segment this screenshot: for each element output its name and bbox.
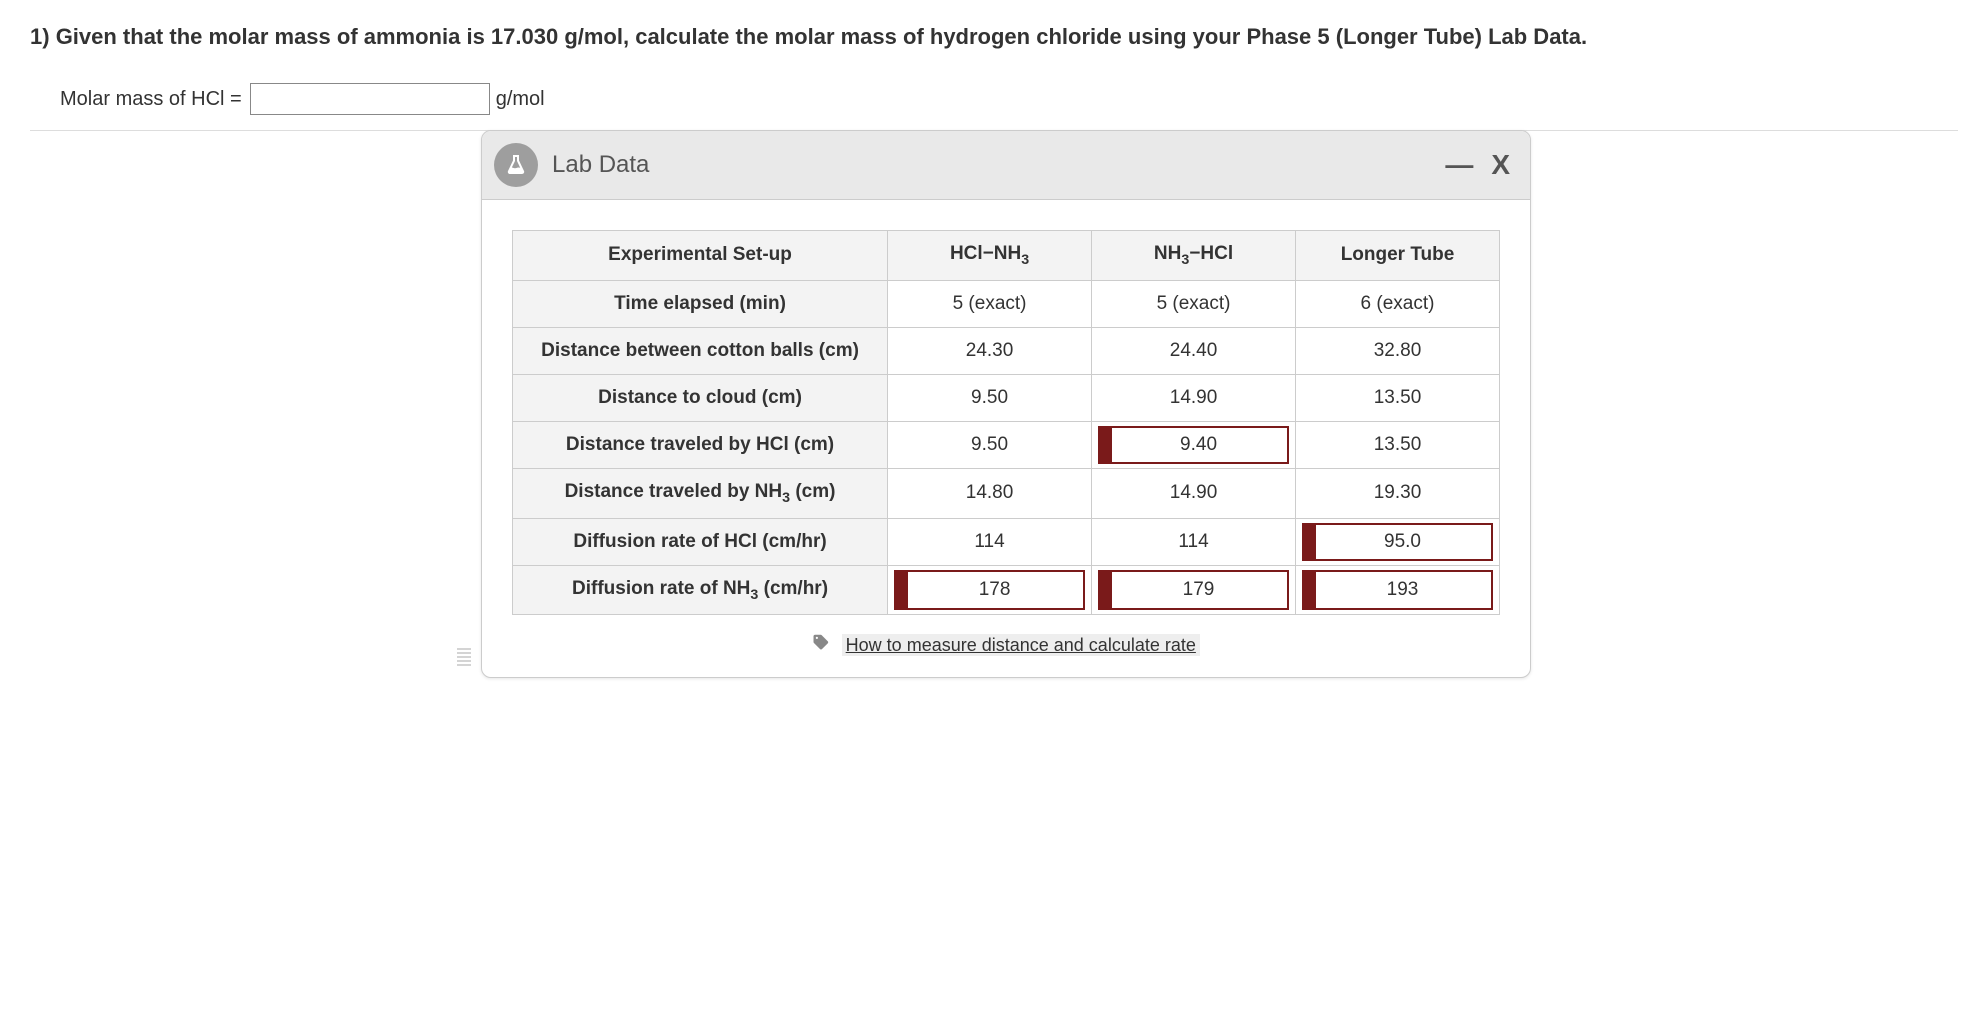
col-header: NH3−HCl xyxy=(1092,231,1296,281)
question-text: 1) Given that the molar mass of ammonia … xyxy=(30,20,1958,53)
lab-data-panel: Lab Data — X Experimental Set-upHCl−NH3N… xyxy=(481,130,1531,678)
molar-mass-input[interactable] xyxy=(250,83,490,115)
row-label: Distance between cotton balls (cm) xyxy=(513,327,888,374)
minimize-button[interactable]: — xyxy=(1445,151,1473,179)
table-cell: 114 xyxy=(888,518,1092,565)
table-cell: 24.30 xyxy=(888,327,1092,374)
row-label: Diffusion rate of NH3 (cm/hr) xyxy=(513,565,888,615)
panel-body: Experimental Set-upHCl−NH3NH3−HClLonger … xyxy=(482,200,1530,677)
table-cell: 5 (exact) xyxy=(1092,280,1296,327)
row-label: Time elapsed (min) xyxy=(513,280,888,327)
table-row: Time elapsed (min)5 (exact)5 (exact)6 (e… xyxy=(513,280,1500,327)
table-header-row: Experimental Set-upHCl−NH3NH3−HClLonger … xyxy=(513,231,1500,281)
table-row: Diffusion rate of HCl (cm/hr)11411495.0 xyxy=(513,518,1500,565)
table-cell: 14.90 xyxy=(1092,374,1296,421)
table-cell[interactable]: 178 xyxy=(888,565,1092,615)
table-cell: 32.80 xyxy=(1296,327,1500,374)
panel-title: Lab Data xyxy=(552,151,1445,179)
table-cell: 6 (exact) xyxy=(1296,280,1500,327)
close-button[interactable]: X xyxy=(1491,151,1510,179)
table-cell: 13.50 xyxy=(1296,374,1500,421)
lab-data-table: Experimental Set-upHCl−NH3NH3−HClLonger … xyxy=(512,230,1500,615)
flask-icon xyxy=(494,143,538,187)
col-header: Longer Tube xyxy=(1296,231,1500,281)
question-body: Given that the molar mass of ammonia is … xyxy=(56,24,1587,49)
table-cell[interactable]: 193 xyxy=(1296,565,1500,615)
col-header: HCl−NH3 xyxy=(888,231,1092,281)
table-row: Distance between cotton balls (cm)24.302… xyxy=(513,327,1500,374)
table-cell[interactable]: 95.0 xyxy=(1296,518,1500,565)
table-cell[interactable]: 9.40 xyxy=(1092,421,1296,468)
table-cell: 14.80 xyxy=(888,468,1092,518)
row-label: Distance traveled by HCl (cm) xyxy=(513,421,888,468)
tag-icon xyxy=(812,633,830,657)
table-row: Distance traveled by NH3 (cm)14.8014.901… xyxy=(513,468,1500,518)
table-row: Diffusion rate of NH3 (cm/hr)178179193 xyxy=(513,565,1500,615)
answer-row: Molar mass of HCl = g/mol xyxy=(60,83,1958,115)
table-cell: 5 (exact) xyxy=(888,280,1092,327)
table-cell: 14.90 xyxy=(1092,468,1296,518)
row-label: Diffusion rate of HCl (cm/hr) xyxy=(513,518,888,565)
table-row: Distance to cloud (cm)9.5014.9013.50 xyxy=(513,374,1500,421)
question-number: 1) xyxy=(30,24,56,49)
table-cell: 114 xyxy=(1092,518,1296,565)
answer-unit: g/mol xyxy=(496,88,545,111)
table-cell: 13.50 xyxy=(1296,421,1500,468)
table-cell[interactable]: 179 xyxy=(1092,565,1296,615)
answer-label: Molar mass of HCl = xyxy=(60,88,242,111)
col-header-setup: Experimental Set-up xyxy=(513,231,888,281)
table-cell: 24.40 xyxy=(1092,327,1296,374)
panel-header: Lab Data — X xyxy=(482,131,1530,200)
table-cell: 9.50 xyxy=(888,374,1092,421)
row-label: Distance to cloud (cm) xyxy=(513,374,888,421)
row-label: Distance traveled by NH3 (cm) xyxy=(513,468,888,518)
measure-help-link[interactable]: How to measure distance and calculate ra… xyxy=(842,634,1200,656)
table-row: Distance traveled by HCl (cm)9.509.4013.… xyxy=(513,421,1500,468)
table-cell: 19.30 xyxy=(1296,468,1500,518)
table-cell: 9.50 xyxy=(888,421,1092,468)
footer-link-row: How to measure distance and calculate ra… xyxy=(512,633,1500,657)
drag-handle-icon[interactable] xyxy=(457,648,471,668)
